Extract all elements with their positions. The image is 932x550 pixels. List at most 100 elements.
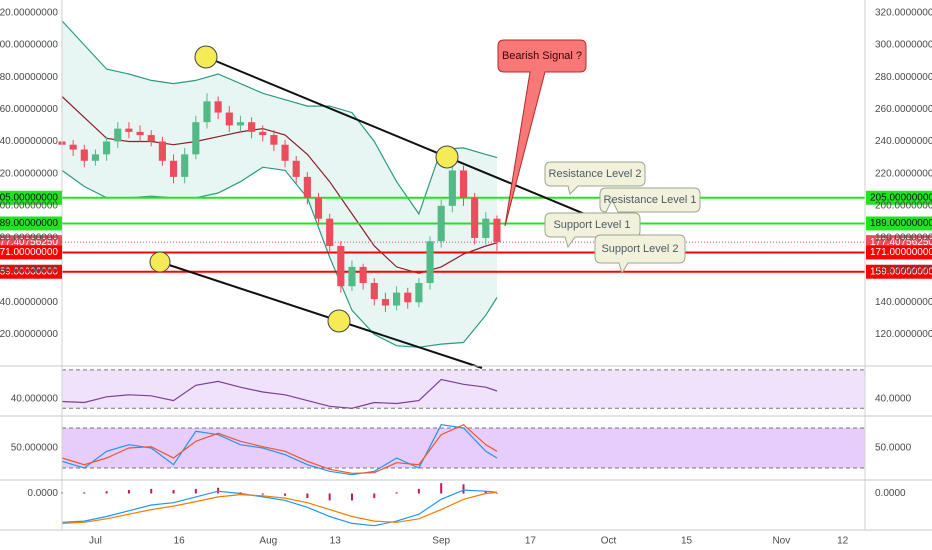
indicator-line <box>61 489 498 527</box>
candle-body <box>370 282 378 300</box>
y-tick-label: 160.00000000 <box>875 265 932 276</box>
y-tick-label: 120.00000000 <box>0 329 58 340</box>
x-tick-label: 16 <box>174 536 186 547</box>
y-tick-label: 220.00000000 <box>875 168 932 179</box>
bubble <box>594 234 686 275</box>
indicator-line <box>61 378 498 409</box>
histogram-bar <box>172 490 175 494</box>
candle-body <box>125 128 133 132</box>
x-tick-label: 13 <box>330 536 342 547</box>
histogram-bar <box>462 484 465 494</box>
histogram-bar <box>284 493 287 496</box>
level-label: 189.00000000 <box>0 218 58 229</box>
histogram-bar <box>105 491 108 494</box>
trend-line <box>205 56 646 240</box>
histogram-bar <box>495 493 498 494</box>
x-tick-label: Jul <box>89 536 102 547</box>
callout <box>497 39 587 227</box>
y-tick-label: 280.00000000 <box>0 72 58 83</box>
candle-body <box>493 218 501 243</box>
candle-body <box>103 141 111 155</box>
candle-body <box>303 176 311 198</box>
candle-body <box>426 241 434 283</box>
middle-band <box>61 96 498 274</box>
level-label-box <box>866 216 932 231</box>
candle-body <box>471 197 479 238</box>
bubble <box>544 161 646 195</box>
histogram-bar <box>328 493 331 501</box>
marker <box>327 309 351 333</box>
candle-body <box>448 170 456 206</box>
histogram-bar <box>306 493 309 499</box>
histogram-bar <box>440 483 443 494</box>
candle-body <box>259 131 267 136</box>
y-tick-label: 0.0000 <box>27 488 58 499</box>
y-tick-label: 260.00000000 <box>0 104 58 115</box>
level-label-box <box>866 245 932 260</box>
y-tick-label: 300.00000000 <box>0 40 58 51</box>
y-tick-label: 140.00000000 <box>875 297 932 308</box>
candle-body <box>359 266 367 283</box>
indicator-line <box>61 424 498 476</box>
y-tick-label: 180.00000000 <box>0 233 58 244</box>
level-label: 205.00000000 <box>870 192 932 203</box>
y-tick-label: 320.00000000 <box>0 8 58 19</box>
histogram-bar <box>83 492 86 494</box>
level-label-box <box>0 216 62 231</box>
y-tick-label: 180.00000000 <box>875 233 932 244</box>
level-label: 189.00000000 <box>870 218 932 229</box>
candle-body <box>437 205 445 242</box>
upper-band <box>61 20 498 216</box>
histogram-bar <box>373 493 376 499</box>
histogram-bar <box>194 488 197 494</box>
marker <box>435 145 459 169</box>
indicator-line <box>61 423 498 474</box>
histogram-bar <box>417 488 420 494</box>
band-fill <box>62 428 865 468</box>
candle-body <box>337 246 345 287</box>
level-label: 159.00000000 <box>0 266 58 277</box>
candle-body <box>381 299 389 306</box>
candle-body <box>114 128 122 142</box>
bubble-text: Support Level 2 <box>601 243 678 255</box>
drawings: Bearish Signal ? Resistance Level 2 Resi… <box>149 39 701 369</box>
y-tick-label: 240.00000000 <box>0 136 58 147</box>
x-tick-label: 17 <box>525 536 537 547</box>
candle-body <box>236 122 245 126</box>
x-tick-label: 12 <box>837 536 849 547</box>
candle-body <box>169 160 178 177</box>
histogram-bar <box>350 493 353 501</box>
candle-body <box>292 160 300 177</box>
y-tick-label: 300.00000000 <box>875 40 932 51</box>
y-tick-label: 0.0000 <box>875 488 906 499</box>
x-tick-label: Aug <box>259 536 277 547</box>
x-tick-label: 15 <box>681 536 693 547</box>
y-tick-label: 40.000000 <box>11 393 59 404</box>
x-tick-label: Sep <box>432 536 450 547</box>
level-label-box <box>866 190 932 205</box>
candle-body <box>192 122 200 155</box>
y-tick-label: 140.00000000 <box>0 297 58 308</box>
candle-body <box>270 135 278 145</box>
bubble-text: Resistance Level 1 <box>604 194 697 206</box>
histogram-bar <box>150 488 153 494</box>
histogram-bar <box>127 490 130 494</box>
level-label-box <box>0 245 62 260</box>
plot <box>58 20 865 527</box>
candle-body <box>203 101 211 123</box>
candle-body <box>91 154 100 161</box>
x-tick-label: Oct <box>601 536 617 547</box>
candle-body <box>158 141 166 161</box>
y-tick-label: 50.0000 <box>875 443 912 454</box>
histogram-bar <box>395 492 398 494</box>
candle-body <box>393 292 401 306</box>
level-label-box <box>866 264 932 279</box>
candle-body <box>69 144 77 150</box>
trend-line <box>159 261 483 369</box>
x-tick-label: Nov <box>772 536 790 547</box>
band-fill <box>62 20 497 348</box>
y-tick-label: 260.00000000 <box>875 104 932 115</box>
candle-body <box>147 135 155 142</box>
